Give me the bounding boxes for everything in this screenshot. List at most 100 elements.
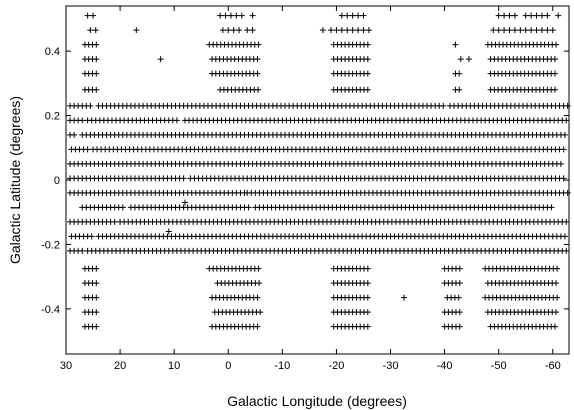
- data-point: [238, 12, 245, 19]
- data-point: [561, 131, 568, 138]
- data-point: [84, 146, 91, 153]
- data-point: [181, 199, 188, 206]
- data-point: [119, 204, 126, 211]
- data-point: [364, 294, 371, 301]
- x-tick-label: -30: [383, 360, 399, 372]
- data-point: [249, 27, 256, 34]
- data-point: [84, 12, 91, 19]
- data-point: [111, 218, 118, 225]
- data-point: [364, 70, 371, 77]
- x-tick-label: -60: [545, 360, 561, 372]
- data-point: [401, 294, 408, 301]
- x-tick-label: 0: [225, 360, 231, 372]
- data-point: [245, 204, 252, 211]
- data-point: [564, 189, 571, 196]
- data-point: [255, 41, 262, 48]
- data-point: [533, 27, 540, 34]
- data-point: [561, 233, 568, 240]
- x-tick-label: 30: [60, 360, 72, 372]
- data-point: [511, 27, 518, 34]
- data-point: [328, 27, 335, 34]
- data-point: [456, 70, 463, 77]
- data-point: [553, 280, 560, 287]
- data-point: [180, 175, 187, 182]
- data-point: [456, 265, 463, 272]
- data-point: [364, 265, 371, 272]
- data-points: [67, 12, 571, 330]
- data-point: [257, 309, 264, 316]
- data-point: [173, 117, 180, 124]
- data-point: [254, 294, 261, 301]
- data-point: [560, 175, 567, 182]
- data-point: [93, 56, 100, 63]
- data-point: [222, 12, 229, 19]
- data-point: [355, 27, 362, 34]
- data-point: [90, 12, 97, 19]
- data-point: [528, 27, 535, 34]
- data-point: [93, 323, 100, 330]
- data-point: [528, 12, 535, 19]
- data-point: [563, 117, 570, 124]
- data-point: [506, 12, 513, 19]
- y-tick-label: 0.2: [45, 111, 60, 123]
- y-tick-label: -0.4: [41, 304, 60, 316]
- data-point: [338, 27, 345, 34]
- data-point: [249, 12, 256, 19]
- data-point: [364, 280, 371, 287]
- data-point: [548, 204, 555, 211]
- data-point: [495, 27, 502, 34]
- data-point: [349, 12, 356, 19]
- data-point: [555, 12, 562, 19]
- data-point: [551, 86, 558, 93]
- data-point: [364, 41, 371, 48]
- data-point: [551, 70, 558, 77]
- data-point: [254, 70, 261, 77]
- data-point: [225, 27, 232, 34]
- data-point: [511, 12, 518, 19]
- data-point: [364, 323, 371, 330]
- data-point: [165, 228, 172, 235]
- data-point: [563, 218, 570, 225]
- data-point: [517, 27, 524, 34]
- data-point: [364, 86, 371, 93]
- data-point: [455, 294, 462, 301]
- x-axis-label: Galactic Longitude (degrees): [227, 393, 407, 409]
- data-point: [544, 12, 551, 19]
- data-point: [456, 309, 463, 316]
- x-tick-label: 10: [168, 360, 180, 372]
- data-point: [495, 12, 502, 19]
- data-point: [217, 12, 224, 19]
- data-point: [254, 323, 261, 330]
- data-point: [538, 12, 545, 19]
- data-point: [456, 86, 463, 93]
- data-point: [344, 12, 351, 19]
- data-point: [554, 265, 561, 272]
- data-point: [456, 323, 463, 330]
- data-point: [255, 265, 262, 272]
- data-point: [255, 86, 262, 93]
- data-point: [230, 27, 237, 34]
- data-point: [544, 27, 551, 34]
- x-tick-label: -40: [437, 360, 453, 372]
- data-point: [465, 56, 472, 63]
- data-point: [87, 27, 94, 34]
- data-point: [157, 56, 164, 63]
- plot-frame: [65, 5, 570, 355]
- x-tick-label: 20: [114, 360, 126, 372]
- data-point: [256, 280, 263, 287]
- tick-labels: 30 20 10 0 -10 -20 -30 -40 -50 -60 0.4 0.2 0 -0.2 -0.4: [41, 46, 561, 372]
- data-point: [88, 233, 95, 240]
- y-tick-label: 0: [54, 175, 60, 187]
- data-point: [93, 41, 100, 48]
- data-point: [360, 12, 367, 19]
- data-point: [93, 280, 100, 287]
- data-point: [551, 323, 558, 330]
- y-tick-label: 0.4: [45, 46, 60, 58]
- axis-ticks: [65, 6, 569, 354]
- data-point: [360, 27, 367, 34]
- data-point: [79, 117, 86, 124]
- data-point: [87, 102, 94, 109]
- y-tick-label: -0.2: [41, 239, 60, 251]
- data-point: [564, 102, 571, 109]
